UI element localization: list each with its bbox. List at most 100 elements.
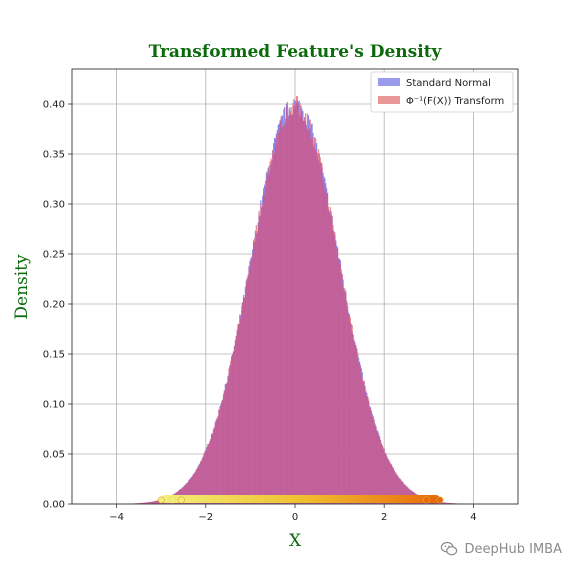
- bar-overlap: [144, 502, 146, 504]
- bar-overlap: [312, 136, 314, 504]
- bar-overlap: [343, 289, 345, 504]
- bar-overlap: [305, 121, 307, 504]
- x-axis-label: X: [289, 531, 302, 551]
- bar-overlap: [329, 210, 331, 504]
- bar-overlap: [275, 135, 278, 504]
- bar-overlap: [305, 126, 308, 504]
- bar-standard-normal: [368, 405, 371, 408]
- bar-transform: [253, 238, 256, 243]
- bar-overlap: [326, 193, 329, 504]
- bar-overlap: [244, 294, 246, 504]
- bar-overlap: [404, 485, 406, 504]
- bar-overlap: [281, 128, 283, 504]
- bar-transform: [228, 368, 230, 374]
- bar-overlap: [360, 372, 362, 504]
- bar-overlap: [357, 354, 359, 504]
- bar-overlap: [277, 132, 279, 504]
- bar-overlap: [324, 189, 326, 504]
- bar-overlap: [264, 186, 267, 504]
- bar-transform: [317, 149, 320, 161]
- bar-overlap: [238, 324, 240, 504]
- bar-overlap: [235, 336, 237, 504]
- legend-swatch-standard-normal: [378, 78, 400, 86]
- bar-standard-normal: [324, 178, 326, 190]
- x-axis-ticks: −4 −2 0 2 4: [109, 504, 477, 523]
- bar-overlap: [308, 128, 310, 504]
- bar-standard-normal: [265, 172, 267, 180]
- bar-overlap: [339, 264, 341, 504]
- bar-overlap: [289, 114, 291, 504]
- bar-overlap: [284, 124, 286, 504]
- bar-overlap: [397, 476, 399, 504]
- bar-transform: [246, 277, 248, 279]
- bar-overlap: [152, 501, 154, 504]
- bar-overlap: [304, 117, 306, 504]
- bar-overlap: [187, 482, 189, 504]
- bar-overlap: [239, 314, 241, 504]
- bar-overlap: [229, 365, 231, 504]
- bar-standard-normal: [286, 102, 288, 116]
- bar-standard-normal: [318, 153, 320, 157]
- bar-overlap: [221, 400, 224, 504]
- bar-overlap: [148, 502, 151, 504]
- bar-standard-normal: [310, 124, 312, 140]
- bar-transform: [269, 161, 271, 172]
- bar-overlap: [387, 458, 389, 504]
- bar-standard-normal: [252, 240, 255, 242]
- bar-overlap: [383, 448, 385, 504]
- bar-overlap: [237, 325, 239, 504]
- bar-overlap: [340, 272, 342, 504]
- bar-standard-normal: [335, 240, 337, 243]
- bar-overlap: [373, 420, 375, 504]
- bar-standard-normal: [227, 376, 229, 379]
- bar-overlap: [194, 472, 196, 504]
- bar-standard-normal: [294, 100, 296, 105]
- bar-transform: [321, 163, 323, 168]
- bar-overlap: [259, 216, 261, 504]
- bar-overlap: [287, 119, 289, 504]
- bar-overlap: [142, 502, 144, 504]
- bar-standard-normal: [249, 260, 251, 269]
- bar-overlap: [342, 283, 344, 504]
- bar-standard-normal: [337, 257, 340, 259]
- bar-overlap: [271, 160, 273, 504]
- bar-overlap: [225, 384, 227, 504]
- bar-overlap: [204, 451, 206, 504]
- bar-standard-normal: [284, 107, 286, 125]
- bar-transform: [222, 393, 225, 396]
- bar-transform: [258, 210, 260, 214]
- bar-overlap: [364, 386, 366, 504]
- bar-overlap: [190, 477, 193, 504]
- bar-overlap: [291, 115, 293, 504]
- bar-transform: [341, 273, 343, 275]
- bar-standard-normal: [242, 295, 245, 297]
- bar-overlap: [333, 232, 335, 504]
- bar-standard-normal: [402, 482, 404, 484]
- bar-standard-normal: [359, 364, 362, 367]
- bar-standard-normal: [263, 188, 265, 192]
- bar-overlap: [257, 227, 259, 504]
- bar-overlap: [403, 484, 405, 504]
- bar-overlap: [217, 416, 219, 504]
- bar-overlap: [268, 174, 270, 504]
- bar-standard-normal: [177, 491, 179, 492]
- bar-overlap: [443, 502, 446, 504]
- bar-overlap: [316, 151, 318, 504]
- bar-overlap: [448, 502, 450, 504]
- bar-transform: [334, 232, 336, 236]
- bar-overlap: [197, 467, 199, 504]
- bar-standard-normal: [364, 385, 366, 387]
- rug-point: [157, 496, 165, 504]
- bar-standard-normal: [278, 123, 280, 132]
- bar-overlap: [349, 322, 352, 504]
- legend-label-transform: Φ⁻¹(F(X)) Transform: [406, 96, 504, 107]
- y-tick-label: 0.25: [43, 250, 65, 261]
- bar-standard-normal: [287, 115, 289, 120]
- bar-overlap: [317, 160, 320, 504]
- bar-overlap: [193, 473, 195, 504]
- bar-standard-normal: [376, 429, 378, 432]
- bar-standard-normal: [392, 467, 394, 469]
- bar-transform: [219, 406, 221, 410]
- bar-overlap: [389, 463, 392, 504]
